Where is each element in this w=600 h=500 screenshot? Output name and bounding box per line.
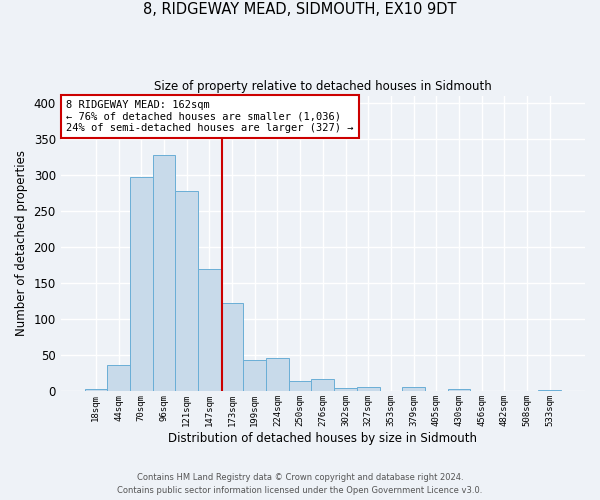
Text: 8, RIDGEWAY MEAD, SIDMOUTH, EX10 9DT: 8, RIDGEWAY MEAD, SIDMOUTH, EX10 9DT [143,2,457,18]
Bar [130,177,152,392]
Bar [402,387,425,392]
Bar [289,380,311,392]
Bar [538,390,561,392]
Bar [334,388,357,392]
Bar [85,388,107,392]
Y-axis label: Number of detached properties: Number of detached properties [15,150,28,336]
Bar [311,379,334,392]
Bar [175,191,198,392]
X-axis label: Distribution of detached houses by size in Sidmouth: Distribution of detached houses by size … [169,432,478,445]
Bar [198,268,221,392]
Bar [448,390,470,392]
Bar [107,364,130,392]
Bar [152,154,175,392]
Bar [357,387,380,392]
Bar [244,360,266,392]
Text: Contains HM Land Registry data © Crown copyright and database right 2024.
Contai: Contains HM Land Registry data © Crown c… [118,474,482,495]
Bar [266,358,289,392]
Title: Size of property relative to detached houses in Sidmouth: Size of property relative to detached ho… [154,80,492,93]
Text: 8 RIDGEWAY MEAD: 162sqm
← 76% of detached houses are smaller (1,036)
24% of semi: 8 RIDGEWAY MEAD: 162sqm ← 76% of detache… [66,100,353,133]
Bar [221,302,244,392]
